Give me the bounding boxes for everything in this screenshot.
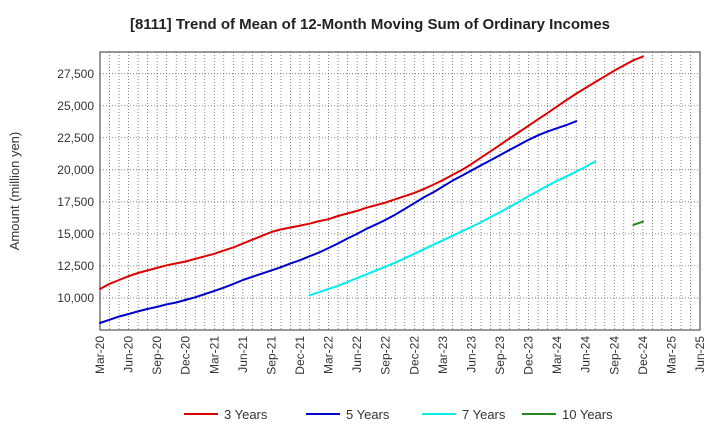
y-tick-label: 22,500 [57, 131, 94, 145]
horizontal-gridlines [100, 73, 700, 299]
x-tick-label: Mar-21 [207, 336, 221, 374]
x-tick-label: Mar-22 [322, 336, 336, 374]
chart-title: [8111] Trend of Mean of 12-Month Moving … [130, 16, 610, 33]
x-tick-label: Sep-23 [493, 336, 507, 375]
legend-label: 5 Years [346, 407, 390, 422]
legend-label: 7 Years [462, 407, 506, 422]
x-tick-label: Jun-21 [236, 336, 250, 373]
x-tick-label: Dec-20 [179, 336, 193, 375]
x-axis-ticks: Mar-20 Jun-20 Sep-20 Dec-20 Mar-21 Jun-21 Sep-… [93, 336, 707, 375]
plot-area [99, 51, 701, 331]
x-tick-label: Mar-25 [664, 336, 678, 374]
x-tick-label: Jun-22 [350, 336, 364, 373]
x-tick-label: Jun-25 [693, 336, 707, 373]
series-line-5-years [99, 120, 578, 324]
y-tick-label: 27,500 [57, 67, 94, 81]
x-tick-label: Jun-24 [579, 336, 593, 373]
series-lines [99, 55, 644, 324]
series-line-3-years [99, 55, 644, 290]
legend: 3 Years 5 Years 7 Years 10 Years [184, 407, 613, 422]
y-tick-label: 10,000 [57, 291, 94, 305]
x-tick-label: Sep-24 [607, 336, 621, 375]
series-line-7-years [308, 160, 597, 297]
x-tick-label: Sep-20 [150, 336, 164, 375]
y-tick-label: 25,000 [57, 99, 94, 113]
x-tick-label: Sep-22 [379, 336, 393, 375]
x-tick-label: Mar-24 [550, 336, 564, 374]
series-line-10-years [632, 220, 644, 226]
y-tick-label: 17,500 [57, 195, 94, 209]
x-tick-label: Mar-23 [436, 336, 450, 374]
x-tick-label: Mar-20 [93, 336, 107, 374]
y-axis-ticks: 10,000 12,500 15,000 17,500 20,000 22,500 25,0… [57, 67, 94, 305]
x-tick-label: Dec-24 [636, 336, 650, 375]
y-tick-label: 12,500 [57, 259, 94, 273]
x-tick-label: Dec-22 [407, 336, 421, 375]
x-tick-label: Sep-21 [264, 336, 278, 375]
y-tick-label: 20,000 [57, 163, 94, 177]
y-tick-label: 15,000 [57, 227, 94, 241]
legend-label: 3 Years [224, 407, 268, 422]
legend-label: 10 Years [562, 407, 613, 422]
x-tick-label: Dec-23 [522, 336, 536, 375]
x-tick-label: Jun-23 [464, 336, 478, 373]
x-tick-label: Dec-21 [293, 336, 307, 375]
vertical-gridlines [109, 52, 691, 330]
y-axis-label: Amount (million yen) [7, 132, 22, 251]
x-tick-label: Jun-20 [122, 336, 136, 373]
